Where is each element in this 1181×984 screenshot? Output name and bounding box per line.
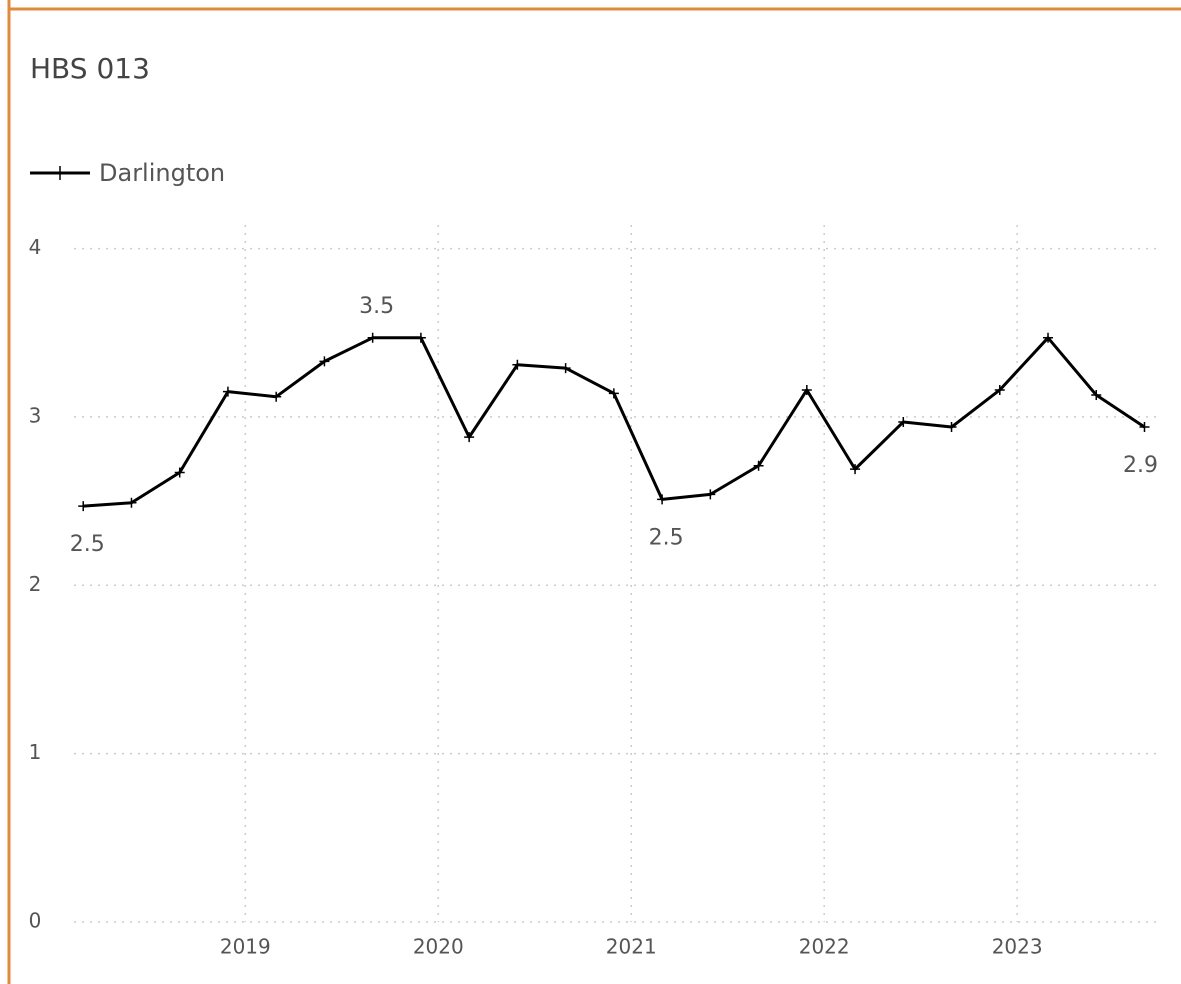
y-tick-label: 2 [29,572,42,596]
point-marker [1091,390,1102,401]
data-label: 2.5 [649,525,684,550]
x-tick-label: 2020 [413,935,464,959]
data-label: 2.5 [70,532,105,557]
point-marker [415,332,426,343]
y-tick-label: 1 [29,740,42,764]
point-marker [657,494,668,505]
point-marker [608,388,619,399]
point-marker [1043,332,1054,343]
point-marker [78,501,89,512]
legend-label: Darlington [99,159,225,187]
point-marker [898,416,909,427]
point-marker [271,391,282,402]
y-tick-label: 3 [29,403,42,427]
x-tick-label: 2022 [799,935,850,959]
point-marker [946,422,957,433]
data-label: 2.9 [1123,453,1158,478]
x-tick-label: 2021 [606,935,657,959]
point-marker [174,467,185,478]
point-marker [1139,422,1150,433]
point-marker [560,363,571,374]
x-tick-label: 2023 [992,935,1043,959]
series-line [83,336,1146,508]
point-marker [464,432,475,443]
data-label: 3.5 [359,294,394,319]
point-marker [512,359,523,370]
chart-title: HBS 013 [30,52,150,85]
x-tick-label: 2019 [220,935,271,959]
point-marker [367,332,378,343]
point-marker [850,464,861,475]
y-tick-label: 4 [29,235,42,259]
point-marker [801,384,812,395]
point-marker [705,489,716,500]
point-marker [994,384,1005,395]
point-marker [126,497,137,508]
y-tick-label: 0 [29,909,42,933]
point-marker [319,356,330,367]
point-marker [753,460,764,471]
point-marker [222,386,233,397]
